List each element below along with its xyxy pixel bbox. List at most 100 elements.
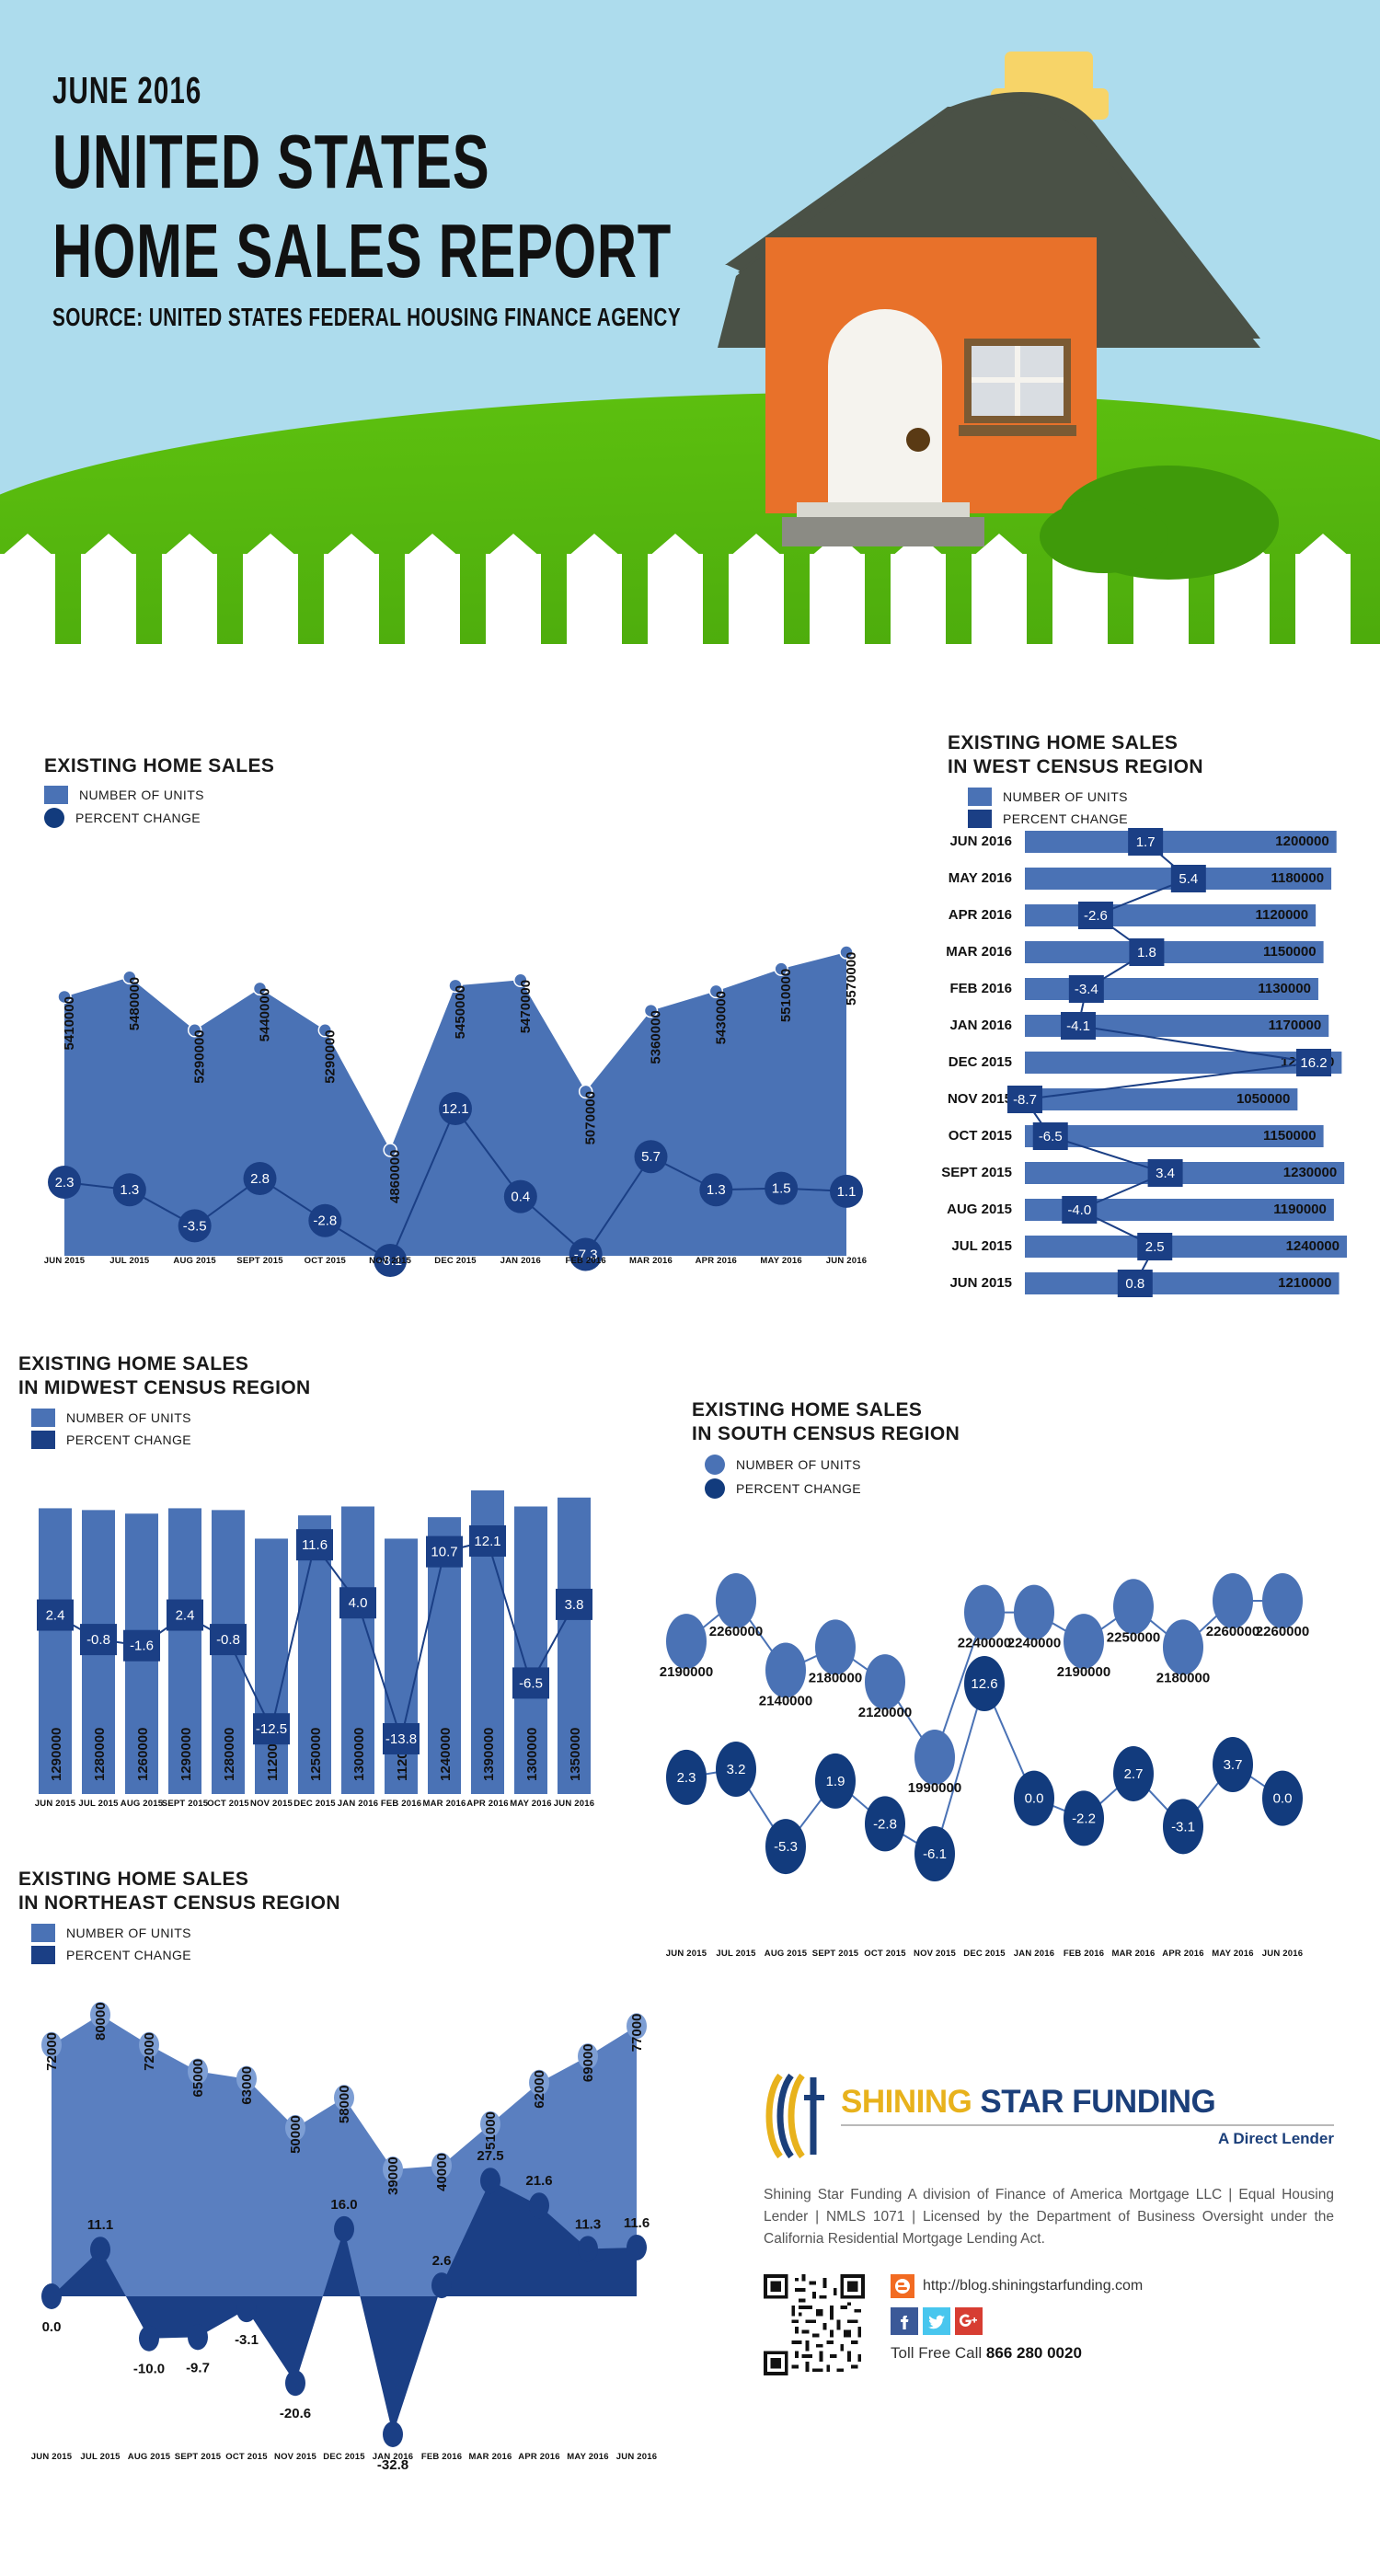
axis-tick-label: AUG 2015	[120, 1799, 164, 1809]
bar-value-percent: 3.4	[1156, 1166, 1175, 1181]
data-label-percent: 1.5	[772, 1181, 791, 1197]
bubble-value-percent: -2.2	[1072, 1811, 1096, 1826]
legend-label-percent: PERCENT CHANGE	[66, 1947, 192, 1962]
data-point-percent	[178, 1209, 212, 1243]
bubble-value-percent: 1.9	[826, 1774, 845, 1789]
badge-percent	[339, 1587, 376, 1619]
bar-value-percent: -0.8	[216, 1632, 240, 1648]
axis-tick-label: JAN 2016	[337, 1799, 379, 1809]
legend-label-units: NUMBER OF UNITS	[79, 788, 204, 803]
bar-category-label: NOV 2015	[948, 1091, 1012, 1107]
bar-value-units: 1190000	[1273, 1202, 1327, 1217]
data-point-units	[236, 2065, 257, 2092]
data-point-units	[529, 2069, 549, 2096]
data-point-units	[285, 2114, 305, 2141]
axis-tick-label: JUN 2015	[30, 2452, 73, 2462]
bar-value-percent: 10.7	[431, 1545, 457, 1560]
bar-value-percent: 3.8	[565, 1597, 584, 1613]
bar-value-percent: -0.8	[86, 1632, 110, 1648]
data-label-percent: 27.5	[477, 2148, 503, 2164]
axis-tick-label: MAR 2016	[468, 2452, 512, 2462]
chart-south-legend: NUMBER OF UNITS PERCENT CHANGE	[705, 1454, 1371, 1499]
badge-percent	[1032, 1122, 1068, 1150]
data-point-percent	[431, 2272, 452, 2299]
chart-south: EXISTING HOME SALES IN SOUTH CENSUS REGI…	[644, 1398, 1371, 1978]
data-label-percent: 5.7	[641, 1149, 661, 1165]
legend-label-units: NUMBER OF UNITS	[1003, 788, 1128, 804]
data-point-percent	[569, 1237, 603, 1271]
data-point-units	[188, 2058, 208, 2085]
axis-tick-label: JAN 2016	[1013, 1949, 1055, 1959]
blog-url[interactable]: http://blog.shiningstarfunding.com	[923, 2278, 1144, 2294]
facebook-icon[interactable]	[891, 2307, 918, 2336]
axis-tick-label: JUN 2016	[1261, 1949, 1304, 1959]
legend-item-percent: PERCENT CHANGE	[31, 1430, 626, 1449]
axis-tick-label: JUL 2015	[78, 1799, 119, 1809]
bar-units	[1025, 1236, 1347, 1258]
data-point-units	[317, 1023, 333, 1038]
bar-category-label: JUN 2016	[949, 834, 1012, 849]
chart-west-title-line1: EXISTING HOME SALES	[948, 732, 1179, 753]
data-label-percent: 11.1	[87, 2217, 113, 2233]
bubble-value-percent: -6.1	[923, 1846, 947, 1862]
bubble-value-units: 2120000	[858, 1705, 912, 1720]
legend-item-percent: PERCENT CHANGE	[968, 809, 1362, 828]
badge-percent	[1170, 865, 1206, 892]
bar-value-units: 1120000	[1256, 907, 1309, 923]
data-point-percent	[439, 1092, 472, 1125]
axis-tick-label: MAY 2016	[1212, 1949, 1254, 1959]
chart-midwest-title-line1: EXISTING HOME SALES	[18, 1353, 249, 1374]
axis-tick-label: AUG 2015	[127, 2452, 171, 2462]
chart-south-title-line2: IN SOUTH CENSUS REGION	[692, 1423, 960, 1445]
social-links[interactable]	[891, 2307, 1334, 2336]
data-point-units	[513, 972, 528, 988]
bar-value-percent: 2.4	[46, 1607, 65, 1623]
bar-value-percent: 4.0	[349, 1595, 368, 1611]
data-label-percent: 0.4	[511, 1190, 530, 1205]
bubble-units	[964, 1584, 1005, 1640]
logo-divider	[841, 2124, 1334, 2126]
data-point-units	[627, 2013, 647, 2040]
data-point-units	[122, 970, 137, 985]
bar-category-label: JUL 2015	[951, 1238, 1012, 1254]
data-point-units	[41, 2031, 62, 2058]
legend-label-units: NUMBER OF UNITS	[66, 1409, 191, 1425]
legend-swatch-units-icon	[705, 1454, 725, 1475]
bar-units	[1025, 831, 1337, 853]
data-point-units	[708, 983, 724, 999]
axis-tick-label: DEC 2015	[293, 1799, 336, 1809]
legend-item-units: NUMBER OF UNITS	[31, 1923, 681, 1942]
data-label-percent: 11.3	[575, 2216, 601, 2232]
bar-value-units: 1130000	[1258, 981, 1311, 996]
bubble-percent	[964, 1656, 1005, 1711]
data-point-percent	[830, 1174, 863, 1208]
data-label-units: 5480000	[127, 977, 143, 1030]
data-label-percent: -2.8	[313, 1213, 337, 1229]
swoosh-logo-icon	[765, 2073, 824, 2159]
axis-tick-label: NOV 2015	[250, 1799, 293, 1809]
axis-tick-label: NOV 2015	[274, 2452, 316, 2462]
axis-tick-label: JUN 2015	[43, 1256, 86, 1266]
blog-link-row[interactable]: http://blog.shiningstarfunding.com	[891, 2274, 1334, 2299]
bubble-value-units: 2260000	[1256, 1624, 1309, 1639]
bubble-value-percent: 3.7	[1224, 1757, 1243, 1773]
data-point-percent	[139, 2325, 159, 2352]
data-label-percent: -8.1	[378, 1253, 402, 1269]
blogger-icon	[891, 2274, 914, 2299]
legend-item-percent: PERCENT CHANGE	[705, 1478, 1371, 1499]
data-label-units: 5410000	[62, 996, 77, 1050]
data-label-percent: -3.5	[183, 1218, 207, 1234]
bar-units	[298, 1515, 331, 1794]
axis-tick-label: APR 2016	[1162, 1949, 1204, 1959]
data-label-percent: 1.1	[837, 1184, 857, 1200]
chart-midwest-legend: NUMBER OF UNITS PERCENT CHANGE	[31, 1408, 626, 1449]
bar-units	[341, 1506, 374, 1794]
bar-value-percent: 2.4	[176, 1607, 195, 1623]
google-plus-icon[interactable]	[955, 2307, 983, 2336]
twitter-icon[interactable]	[923, 2307, 950, 2336]
qr-code-icon	[764, 2274, 865, 2376]
data-point-percent	[236, 2296, 257, 2323]
toll-free-row: Toll Free Call 866 280 0020	[891, 2344, 1334, 2363]
data-label-units: 5430000	[713, 991, 729, 1044]
bubble-value-units: 2140000	[759, 1694, 812, 1709]
